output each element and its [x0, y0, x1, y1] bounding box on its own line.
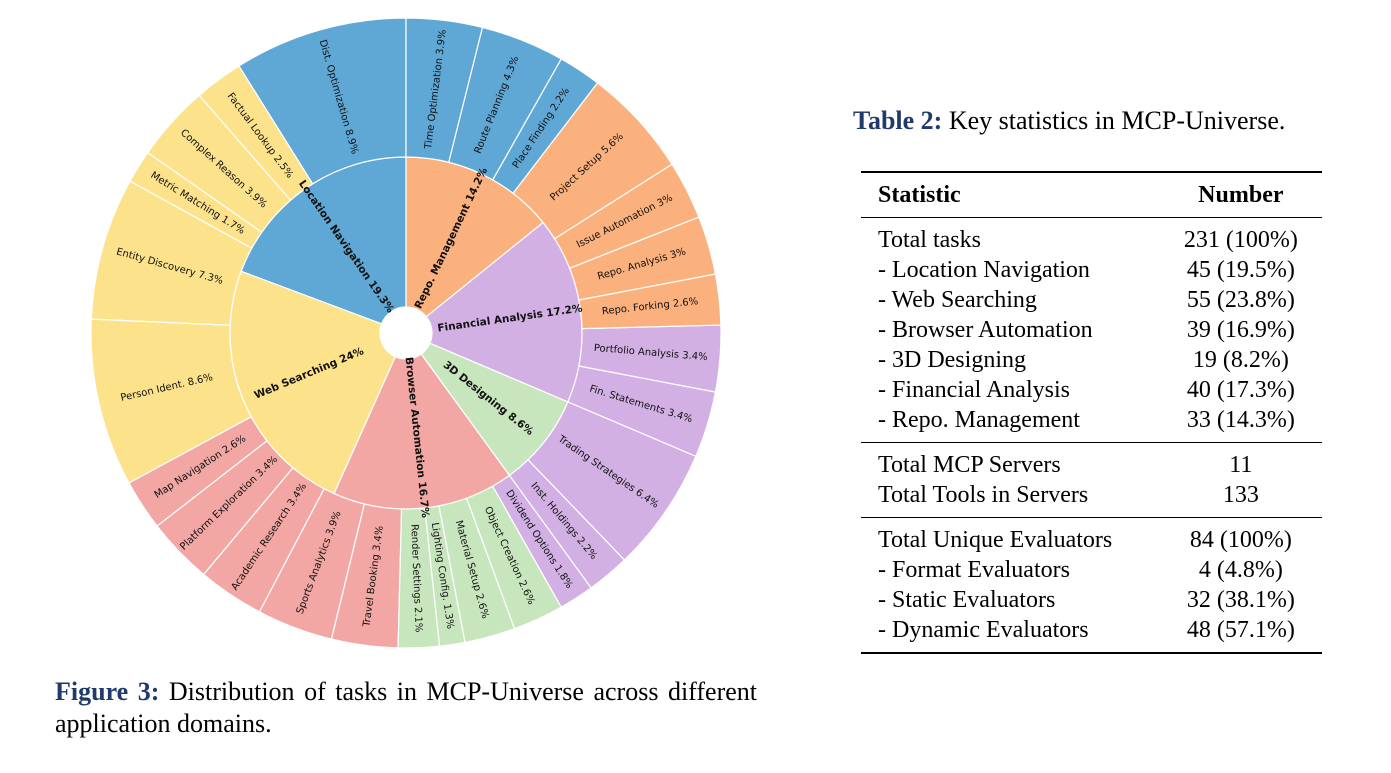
statistic-cell: Total tasks [878, 227, 981, 253]
statistic-cell: - Financial Analysis [878, 377, 1070, 403]
number-cell: 19 (8.2%) [1192, 347, 1289, 373]
statistic-cell: - Browser Automation [878, 317, 1093, 343]
number-cell: 4 (4.8%) [1198, 557, 1283, 583]
table-row: - Browser Automation 39 (16.9%) [861, 315, 1322, 345]
table-row: Total MCP Servers 11 [861, 443, 1322, 481]
number-cell: 55 (23.8%) [1186, 287, 1295, 313]
statistic-cell: Total MCP Servers [878, 452, 1061, 478]
table-row: Total tasks 231 (100%) [861, 218, 1322, 256]
statistic-cell: - 3D Designing [878, 347, 1026, 373]
table-caption-label: Table 2: [853, 106, 943, 135]
table-row: Total Tools in Servers 133 [861, 480, 1322, 518]
statistic-cell: - Web Searching [878, 287, 1037, 313]
outer-label-render-settings-2-1: Render Settings 2.1% [408, 524, 423, 633]
evaluator-stats-group: Total Unique Evaluators 84 (100%) - Forma… [861, 518, 1322, 653]
table-row: - Repo. Management 33 (14.3%) [861, 405, 1322, 443]
statistic-cell: Total Tools in Servers [878, 482, 1089, 508]
task-stats-group: Total tasks 231 (100%) - Location Navigat… [861, 218, 1322, 443]
table-row: - Format Evaluators 4 (4.8%) [861, 555, 1322, 585]
number-cell: 133 [1222, 482, 1259, 508]
number-cell: 33 (14.3%) [1186, 407, 1295, 433]
table-row: - Web Searching 55 (23.8%) [861, 285, 1322, 315]
statistic-cell: Total Unique Evaluators [878, 527, 1113, 553]
figure-caption-label: Figure 3: [55, 677, 160, 706]
number-cell: 11 [1229, 452, 1253, 478]
outer-wedge-time-optimization-3-9 [405, 17, 484, 163]
number-cell: 45 (19.5%) [1186, 257, 1295, 283]
table-header-row: Statistic Number [861, 172, 1322, 218]
table-caption: Table 2: Key statistics in MCP-Universe. [853, 104, 1383, 138]
number-cell: 231 (100%) [1183, 227, 1298, 253]
statistic-cell: - Repo. Management [878, 407, 1080, 433]
number-cell: 40 (17.3%) [1186, 377, 1295, 403]
number-cell: 84 (100%) [1189, 527, 1292, 553]
task-distribution-sunburst-chart: Dist. Optimization 8.9%Factual Lookup 2.… [90, 17, 722, 649]
header-statistic: Statistic [878, 181, 961, 208]
table-row: - Dynamic Evaluators 48 (57.1%) [861, 615, 1322, 653]
table-row: - 3D Designing 19 (8.2%) [861, 345, 1322, 375]
figure-caption: Figure 3: Distribution of tasks in MCP-U… [55, 676, 757, 740]
statistic-cell: - Dynamic Evaluators [878, 617, 1089, 643]
number-cell: 32 (38.1%) [1186, 587, 1295, 613]
table-row: - Static Evaluators 32 (38.1%) [861, 585, 1322, 615]
table-row: - Location Navigation 45 (19.5%) [861, 255, 1322, 285]
statistic-cell: - Format Evaluators [878, 557, 1070, 583]
figure-caption-text: Distribution of tasks in MCP-Universe ac… [55, 677, 757, 738]
server-stats-group: Total MCP Servers 11 Total Tools in Serve… [861, 443, 1322, 518]
table-row: Total Unique Evaluators 84 (100%) [861, 518, 1322, 556]
header-number: Number [1198, 181, 1284, 208]
table-caption-text: Key statistics in MCP-Universe. [942, 106, 1286, 135]
statistic-cell: - Location Navigation [878, 257, 1090, 283]
table-row: - Financial Analysis 40 (17.3%) [861, 375, 1322, 405]
statistic-cell: - Static Evaluators [878, 587, 1056, 613]
number-cell: 39 (16.9%) [1186, 317, 1295, 343]
key-statistics-table: Statistic Number Total tasks 231 (100%) -… [861, 171, 1322, 654]
number-cell: 48 (57.1%) [1186, 617, 1295, 643]
